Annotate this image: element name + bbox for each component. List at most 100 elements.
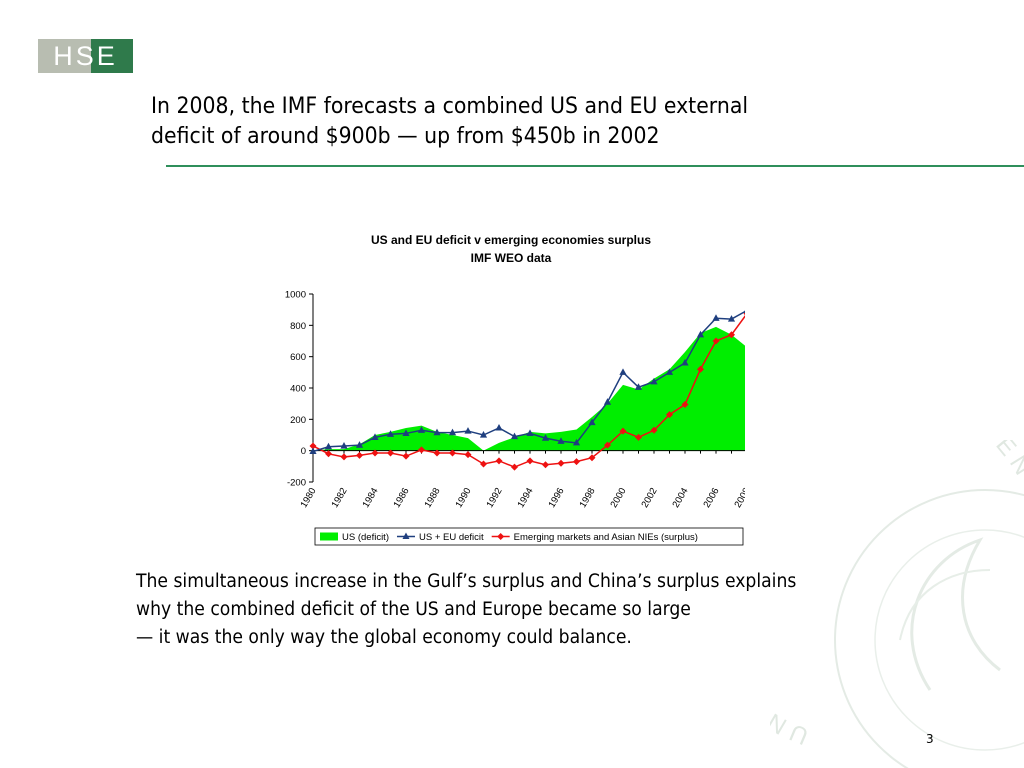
us-eu-series-point bbox=[495, 423, 503, 431]
university-seal-watermark: UNIVERSITAS OECONOMICA HELSINGIENSIS bbox=[770, 440, 1024, 768]
legend-marker bbox=[402, 532, 410, 539]
us-eu-series-point bbox=[619, 368, 627, 375]
x-tick-label: 2004 bbox=[671, 486, 691, 510]
body-line-2: why the combined deficit of the US and E… bbox=[136, 599, 691, 620]
legend-swatch-area bbox=[320, 532, 338, 541]
us-eu-series-point bbox=[464, 427, 472, 434]
us-eu-series-point bbox=[727, 315, 736, 322]
x-tick-label: 1986 bbox=[392, 486, 412, 510]
emerging-series-point bbox=[666, 411, 673, 419]
x-tick-label: 1980 bbox=[299, 486, 319, 510]
us-eu-series-point bbox=[448, 428, 457, 436]
us-eu-series-point bbox=[634, 383, 643, 390]
emerging-series-point bbox=[681, 400, 689, 408]
x-tick-label: 1998 bbox=[578, 486, 598, 510]
us-eu-series-point bbox=[386, 430, 395, 437]
x-tick-label: 2000 bbox=[609, 486, 629, 510]
emerging-series-point bbox=[371, 449, 379, 457]
us-eu-series-point bbox=[355, 441, 364, 448]
emerging-series-point bbox=[309, 442, 317, 450]
plot-area: -200 0 200 400 600 800 1000 1980 1982 1984 1986 198… bbox=[285, 290, 745, 510]
emerging-series-point bbox=[650, 426, 658, 434]
emerging-series-point bbox=[356, 451, 363, 459]
x-tick-label: 1996 bbox=[547, 486, 567, 510]
emerging-series-point bbox=[728, 331, 735, 339]
x-tick-label: 1984 bbox=[361, 486, 381, 510]
us-eu-series-point bbox=[696, 330, 705, 338]
us-eu-series-point bbox=[588, 418, 596, 426]
page-number: 3 bbox=[926, 732, 934, 746]
x-tick-label: 2002 bbox=[640, 486, 660, 510]
legend-label: Emerging markets and Asian NIEs (surplus… bbox=[514, 532, 698, 543]
us-eu-series-point bbox=[681, 358, 689, 366]
emerging-series-point bbox=[433, 449, 441, 457]
y-tick-label: -200 bbox=[287, 478, 306, 489]
emerging-series-point bbox=[697, 365, 704, 373]
emerging-series-point bbox=[712, 337, 720, 345]
us-eu-series-point bbox=[557, 437, 565, 444]
emerging-series-point bbox=[542, 461, 549, 469]
logo-text: HSE bbox=[53, 40, 118, 71]
x-tick-label: 1982 bbox=[330, 486, 350, 510]
emerging-series-point bbox=[340, 453, 348, 461]
emerging-series-point bbox=[325, 450, 332, 458]
emerging-series-point bbox=[526, 457, 534, 465]
emerging-series-point bbox=[573, 458, 580, 466]
hse-logo: HSE bbox=[38, 39, 133, 73]
emerging-series-point bbox=[635, 433, 642, 441]
chart-subtitle: IMF WEO data bbox=[471, 251, 552, 265]
emerging-series-point bbox=[387, 449, 394, 457]
legend-box bbox=[314, 527, 744, 546]
x-tick-label: 2006 bbox=[702, 486, 722, 510]
emerging-series-point bbox=[511, 463, 518, 471]
us-eu-series-point bbox=[402, 429, 410, 437]
y-tick-label: 600 bbox=[290, 352, 306, 363]
chart-legend: US (deficit) US + EU deficit Emerging mark… bbox=[314, 527, 744, 546]
us-eu-series-point bbox=[541, 434, 550, 441]
body-line-1: The simultaneous increase in the Gulf’s … bbox=[136, 571, 797, 592]
emerging-series-point bbox=[495, 457, 503, 465]
emerging-series-point bbox=[588, 454, 596, 462]
us-eu-series-point bbox=[665, 368, 674, 375]
deficit-surplus-chart: US and EU deficit v emerging economies s… bbox=[285, 233, 745, 546]
y-tick-label: 400 bbox=[290, 384, 306, 395]
us-eu-series-point bbox=[650, 377, 658, 385]
us-eu-series-point bbox=[712, 314, 720, 321]
us-eu-series-point bbox=[309, 447, 317, 455]
x-tick-label: 1990 bbox=[454, 486, 474, 510]
legend-label: US (deficit) bbox=[342, 532, 389, 543]
legend-marker bbox=[497, 533, 505, 540]
us-eu-series-point bbox=[433, 428, 441, 436]
y-tick-label: 800 bbox=[290, 321, 306, 332]
body-paragraph: The simultaneous increase in the Gulf’s … bbox=[136, 568, 899, 652]
emerging-series-point bbox=[464, 451, 472, 459]
us-eu-series-point bbox=[324, 442, 333, 450]
us-eu-series-point bbox=[603, 398, 612, 405]
emerging-series-point bbox=[418, 446, 425, 454]
emerging-series-point bbox=[604, 441, 611, 449]
body-line-3: — it was the only way the global economy… bbox=[136, 627, 632, 648]
emerging-series-point bbox=[619, 427, 627, 435]
y-tick-label: 0 bbox=[301, 446, 306, 457]
emerging-series-point bbox=[557, 459, 565, 467]
us-eu-series-point bbox=[526, 429, 534, 437]
us-eu-series-point bbox=[572, 438, 581, 446]
slide-title: In 2008, the IMF forecasts a combined US… bbox=[151, 92, 858, 152]
area-us-deficit bbox=[313, 326, 745, 451]
slide-title-line-1: In 2008, the IMF forecasts a combined US… bbox=[151, 94, 749, 119]
legend-label: US + EU deficit bbox=[419, 532, 484, 543]
us-eu-series-point bbox=[510, 432, 519, 440]
title-divider bbox=[166, 165, 1024, 167]
x-tick-label: 1994 bbox=[516, 486, 536, 510]
emerging-series-point bbox=[449, 449, 456, 457]
emerging-series-point bbox=[480, 460, 487, 468]
slide-title-line-2: deficit of around $900b — up from $450b … bbox=[151, 124, 660, 149]
x-tick-label: 1988 bbox=[423, 486, 443, 510]
us-eu-series-point bbox=[417, 426, 426, 433]
x-tick-label: 1992 bbox=[485, 486, 505, 510]
x-tick-label: 2008 bbox=[733, 486, 745, 510]
y-tick-label: 1000 bbox=[285, 290, 306, 301]
y-tick-label: 200 bbox=[290, 415, 306, 426]
chart-title: US and EU deficit v emerging economies s… bbox=[371, 233, 651, 247]
us-eu-series-point bbox=[479, 431, 488, 438]
